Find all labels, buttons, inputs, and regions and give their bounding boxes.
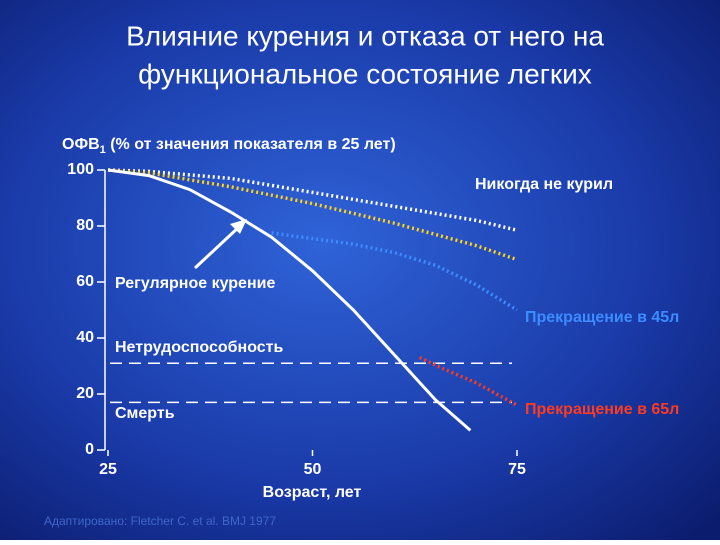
reference-label: Смерть [115, 405, 175, 422]
series-line [271, 231, 518, 312]
y-tick-label: 0 [85, 441, 94, 458]
series-line [107, 168, 518, 262]
y-tick-label: 20 [76, 385, 94, 402]
series-line [418, 356, 518, 407]
y-tick-label: 40 [76, 329, 94, 346]
arrow-head [230, 219, 247, 234]
arrow [193, 224, 242, 270]
x-tick-label: 25 [99, 461, 117, 478]
series-label: Регулярное курение [115, 275, 275, 292]
x-tick-label: 75 [508, 461, 526, 478]
x-axis-label: Возраст, лет [263, 484, 362, 501]
y-axis-label: ОФВ1 (% от значения показателя в 25 лет) [62, 136, 396, 156]
reference-label: Нетрудоспособность [115, 339, 284, 356]
x-tick-label: 50 [304, 461, 322, 478]
y-tick-label: 80 [76, 217, 94, 234]
series-line [107, 168, 472, 432]
source: Адаптировано: Fletcher C. et al. BMJ 197… [44, 514, 276, 528]
y-tick-label: 100 [67, 161, 94, 178]
series-label: Прекращение в 65л [525, 401, 679, 418]
title-line: Влияние курения и отказа от него на [126, 20, 604, 51]
y-tick-label: 60 [76, 273, 94, 290]
series-label: Никогда не курил [475, 176, 613, 193]
title-line: функциональное состояние легких [138, 58, 592, 89]
series-label: Прекращение в 45л [525, 309, 679, 326]
